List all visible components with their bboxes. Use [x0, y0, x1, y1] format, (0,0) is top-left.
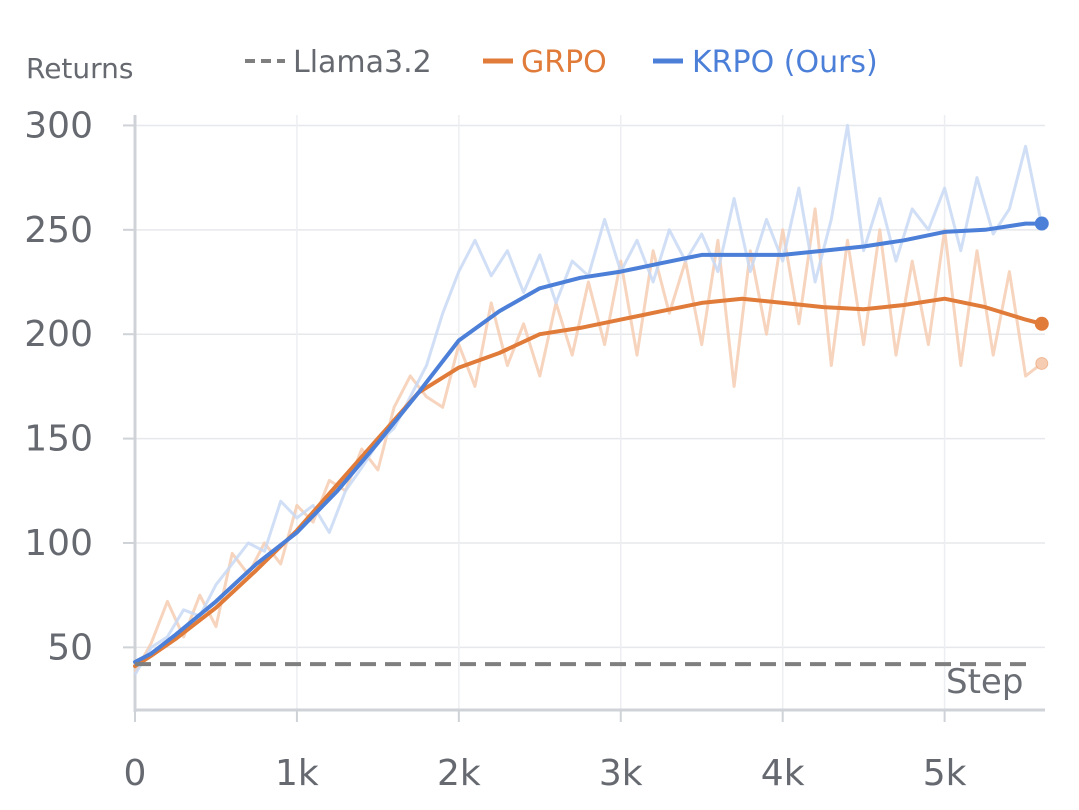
y-tick-label: 100: [24, 523, 93, 564]
grpo-raw-line: [133, 207, 1043, 674]
y-tick-label: 200: [24, 314, 93, 355]
x-tick-label: 4k: [761, 753, 805, 794]
grpo-smoothed-line: [133, 296, 1044, 669]
legend-label-krpo: KRPO (Ours): [692, 45, 878, 80]
y-axis-label: Returns: [26, 52, 134, 85]
krpo-raw-line: [133, 123, 1044, 676]
x-tick-label: 1k: [275, 753, 319, 794]
legend-label-grpo: GRPO: [521, 45, 607, 80]
x-axis: 0 1k 2k 3k 4k 5k: [124, 708, 1045, 794]
x-axis-label: Step: [946, 662, 1023, 702]
grpo-end-marker: [1034, 316, 1049, 331]
krpo-end-marker: [1034, 216, 1049, 231]
y-tick-label: 300: [24, 105, 93, 146]
end-markers: [1034, 216, 1049, 370]
legend-label-llama: Llama3.2: [293, 45, 432, 80]
smoothed-series: [133, 221, 1044, 669]
x-tick-label: 2k: [437, 753, 481, 794]
legend: Llama3.2 GRPO KRPO (Ours): [245, 45, 878, 80]
y-tick-label: 50: [47, 627, 93, 668]
x-tick-label: 5k: [923, 753, 967, 794]
y-tick-label: 250: [24, 210, 93, 251]
y-tick-label: 150: [24, 419, 93, 460]
y-axis: 50 100 150 200 250 300: [24, 105, 137, 712]
raw-series: [133, 123, 1044, 676]
x-tick-label: 0: [124, 753, 147, 794]
grid: [134, 115, 1045, 710]
x-tick-label: 3k: [599, 753, 643, 794]
grpo-raw-end-marker: [1035, 356, 1049, 370]
krpo-smoothed-line: [133, 221, 1044, 664]
